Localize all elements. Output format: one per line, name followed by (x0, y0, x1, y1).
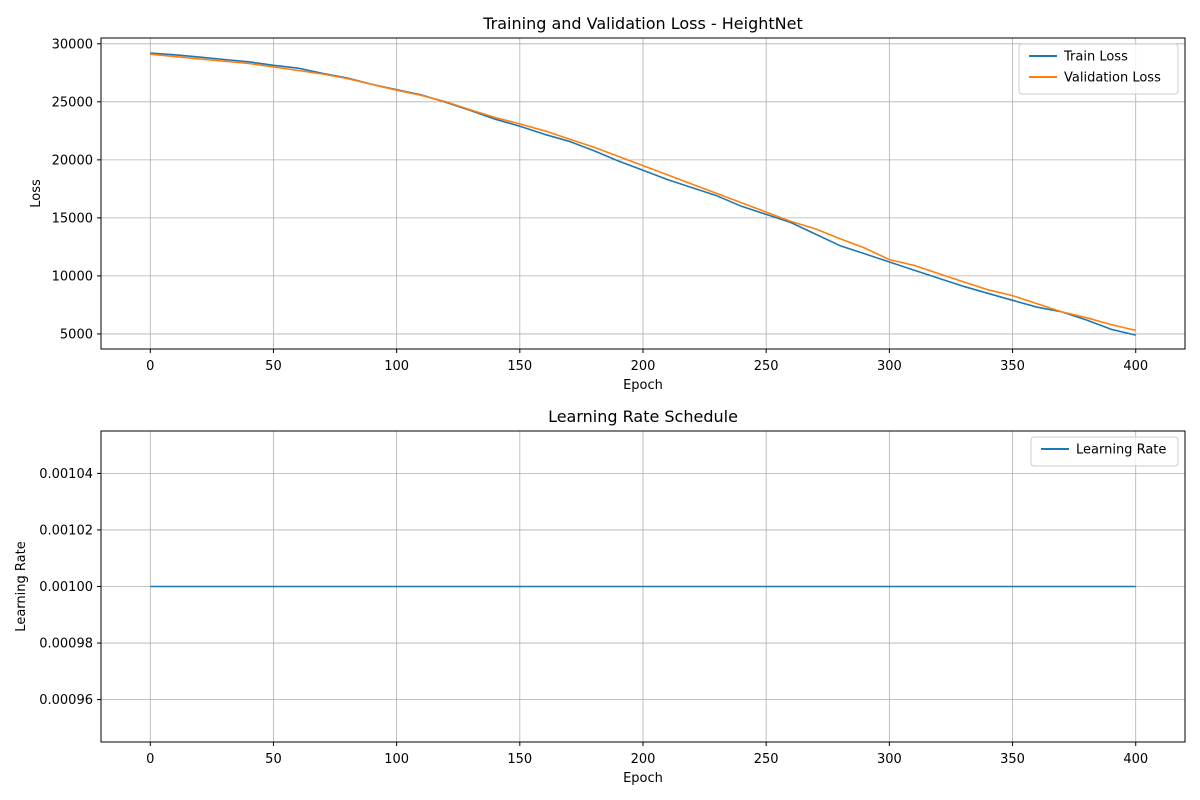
x-axis-label: Epoch (623, 378, 663, 393)
series-line-1 (150, 52, 1136, 336)
x-tick-label: 0 (146, 359, 154, 374)
chart-2: 0 50 100 150 200 250 300 350 400 0.00096 0.00098 0.… (14, 407, 1186, 786)
series-line-2 (150, 53, 1136, 332)
legend-box (1030, 436, 1179, 467)
x-tick-label: 250 (754, 752, 779, 767)
legend-box (1018, 43, 1179, 95)
y-tick-label: 20000 (52, 153, 93, 168)
x-tick-label: 200 (631, 752, 656, 767)
y-tick-label: 15000 (52, 211, 93, 226)
legend-entry: Learning Rate (1076, 443, 1166, 458)
y-tick-label: 0.00102 (39, 523, 93, 538)
y-tick-label: 0.00100 (39, 580, 93, 595)
x-tick-label: 300 (877, 359, 902, 374)
chart-title: Learning Rate Schedule (548, 407, 738, 426)
x-tick-label: 0 (146, 752, 154, 767)
chart-1: 0 50 100 150 200 250 300 350 400 5000 10000 15000 20… (29, 14, 1186, 393)
y-tick-label: 10000 (52, 269, 93, 284)
x-tick-label: 350 (1000, 359, 1025, 374)
x-tick-label: 400 (1123, 359, 1148, 374)
legend: Learning Rate (1030, 436, 1179, 467)
grid (101, 38, 1185, 349)
y-axis-label: Learning Rate (14, 541, 29, 631)
x-tick-label: 100 (384, 359, 409, 374)
x-tick-label: 350 (1000, 752, 1025, 767)
x-tick-label: 100 (384, 752, 409, 767)
x-tick-label: 150 (507, 359, 532, 374)
x-tick-label: 400 (1123, 752, 1148, 767)
y-tick-label: 25000 (52, 95, 93, 110)
x-axis-label: Epoch (623, 771, 663, 786)
legend: Train Loss Validation Loss (1018, 43, 1179, 95)
chart-title: Training and Validation Loss - HeightNet (482, 14, 803, 33)
x-tick-label: 50 (265, 752, 282, 767)
y-tick-label: 30000 (52, 37, 93, 52)
y-tick-label: 0.00104 (39, 467, 93, 482)
y-tick-label: 5000 (60, 327, 93, 342)
y-axis-label: Loss (29, 179, 44, 208)
y-tick-label: 0.00098 (39, 637, 93, 652)
x-tick-label: 200 (631, 359, 656, 374)
legend-entry: Validation Loss (1064, 71, 1161, 86)
x-tick-label: 300 (877, 752, 902, 767)
x-tick-label: 150 (507, 752, 532, 767)
x-tick-label: 50 (265, 359, 282, 374)
legend-entry: Train Loss (1063, 50, 1128, 65)
x-tick-label: 250 (754, 359, 779, 374)
y-tick-label: 0.00096 (39, 693, 93, 708)
